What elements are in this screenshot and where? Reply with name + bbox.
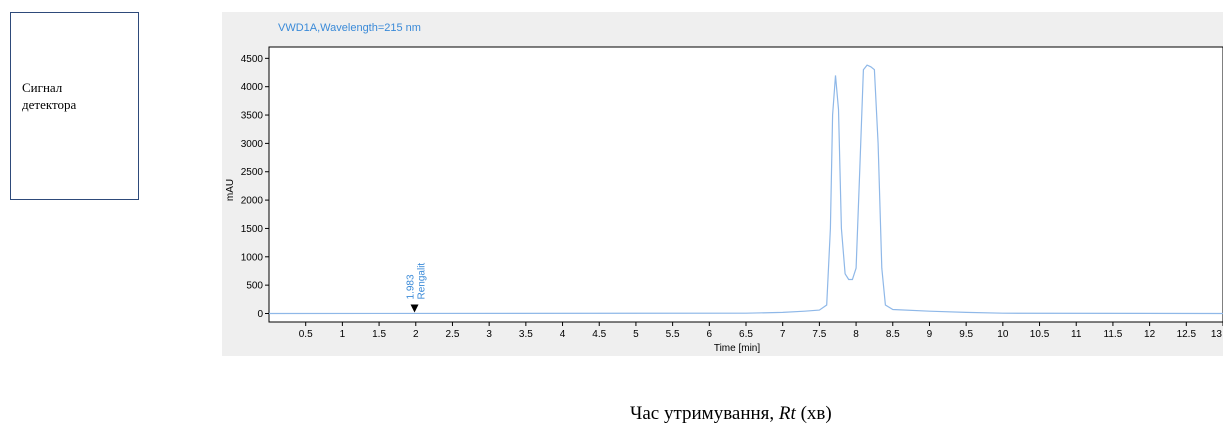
x-tick-label: 1.5 [372,329,386,340]
x-tick-label: 3.5 [519,329,533,340]
x-tick-label: 9.5 [959,329,973,340]
x-tick-label: 7.5 [812,329,826,340]
y-tick-label: 3500 [241,111,264,122]
x-tick-label: 1 [340,329,346,340]
x-tick-label: 6.5 [739,329,753,340]
y-tick-label: 4000 [241,82,264,93]
peak-annotation: 1.983 Rengalit [406,263,428,313]
chromatogram-chart: VWD1A,Wavelength=215 nm 0 500 1000 1500 2000… [225,22,1223,354]
x-tick-label: 7 [780,329,786,340]
y-tick-label: 0 [257,309,263,320]
x-tick-label: 10 [997,329,1009,340]
y-axis-ticks: 0 500 1000 1500 2000 2500 3000 3500 4000 4500 [241,54,269,320]
x-tick-label: 11 [1071,329,1082,340]
x-tick-label: 12 [1144,329,1156,340]
y-tick-label: 2500 [241,167,264,178]
detector-signal-label: Сигнал детектора [22,79,132,113]
x-tick-label: 2.5 [446,329,460,340]
x-axis-ticks: 0.5 1 1.5 2 2.5 3 3.5 4 4.5 5 5.5 6 6.5 7 7.5 8 8.5 9 9.5 1… [299,322,1223,340]
x-tick-label: 10.5 [1030,329,1050,340]
y-tick-label: 2000 [241,196,264,207]
plot-area [268,46,1223,323]
x-axis-caption: Час утримування, Rt (хв) [630,403,832,425]
caption-symbol: Rt [778,403,796,424]
chromatogram-panel: VWD1A,Wavelength=215 nm 0 500 1000 1500 2000… [222,12,1223,356]
x-tick-label: 11.5 [1104,329,1123,340]
x-tick-label: 4 [560,329,566,340]
chromatogram-trace [268,64,1223,315]
y-tick-label: 4500 [241,54,264,65]
x-tick-label: 6 [707,329,713,340]
x-axis-label: Time [min] [714,343,761,354]
y-tick-label: 500 [246,281,263,292]
caption-prefix: Час утримування, [630,403,779,424]
x-tick-label: 12.5 [1177,329,1197,340]
y-tick-label: 3000 [241,139,264,150]
peak-name-label: Rengalit [417,263,428,300]
x-tick-label: 5 [633,329,639,340]
x-tick-label: 13 [1211,329,1223,340]
x-tick-label: 0.5 [299,329,313,340]
detector-signal-box [10,12,139,200]
y-axis-label: mAU [225,179,236,201]
detector-signal-label-line2: детектора [22,97,77,112]
chart-title: VWD1A,Wavelength=215 nm [278,22,421,34]
caption-suffix: (хв) [795,403,832,424]
peak-marker-icon [410,304,419,313]
x-tick-label: 2 [413,329,419,340]
x-tick-label: 9 [927,329,933,340]
x-tick-label: 5.5 [666,329,680,340]
x-tick-label: 4.5 [592,329,606,340]
y-tick-label: 1500 [241,224,264,235]
x-tick-label: 3 [486,329,492,340]
x-tick-label: 8 [853,329,859,340]
detector-signal-label-line1: Сигнал [22,80,63,95]
peak-time-label: 1.983 [406,274,417,299]
x-tick-label: 8.5 [886,329,900,340]
y-tick-label: 1000 [241,252,264,263]
